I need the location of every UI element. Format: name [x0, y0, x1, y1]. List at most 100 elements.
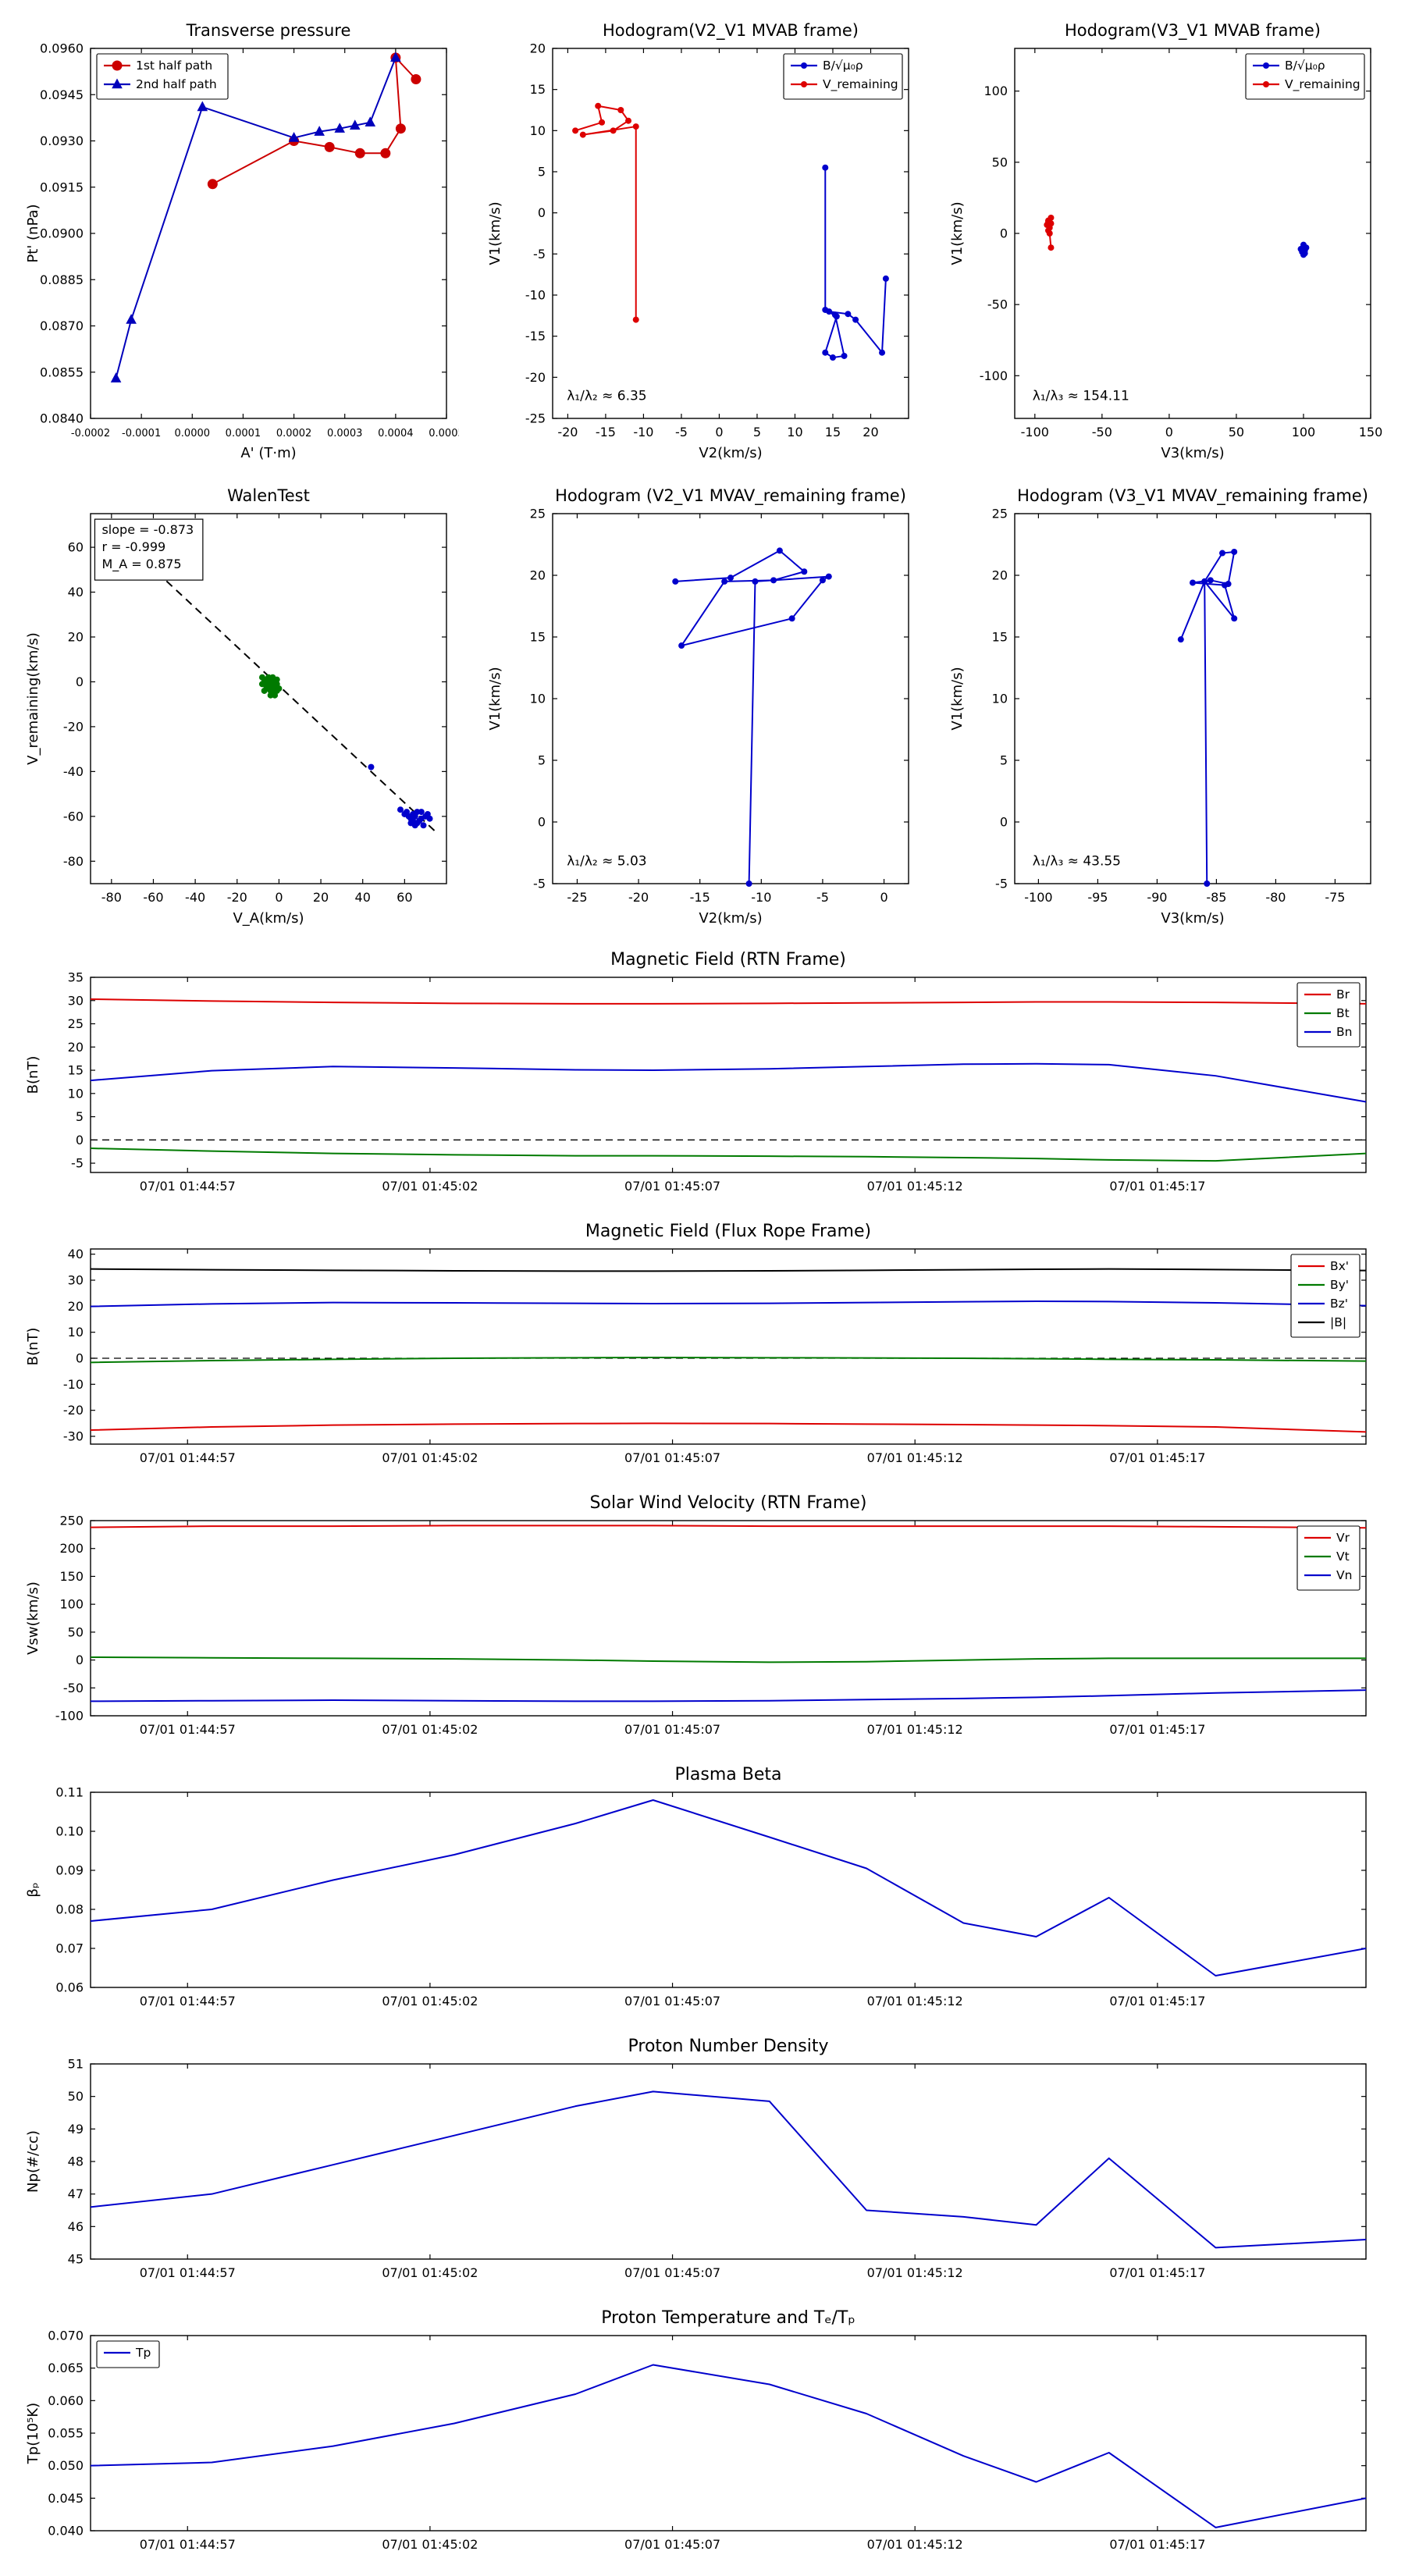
series-v-remaining: [1044, 214, 1055, 251]
y-tick-label: 0.09: [55, 1863, 84, 1878]
y-tick-label: 50: [992, 155, 1008, 169]
x-tick-label: 07/01 01:45:02: [382, 1179, 478, 1194]
x-axis-label: V3(km/s): [1161, 910, 1224, 927]
y-tick-label: 20: [68, 630, 84, 645]
y-tick-label: 47: [68, 2186, 84, 2201]
axes-frame: [1014, 513, 1371, 884]
stats-box-line: slope = -0.873: [101, 522, 194, 537]
x-tick-label: 0.0000: [175, 428, 211, 439]
x-tick-label: 07/01 01:45:12: [867, 2265, 963, 2280]
chart-magnetic-field-flux-rope: Magnetic Field (Flux Rope Frame) 07/01 01…: [22, 1215, 1383, 1480]
legend-label: B/√μ₀ρ: [823, 59, 863, 73]
y-tick-label: -5: [995, 877, 1008, 891]
chart-svg-proton-temperature: Proton Temperature and Tₑ/Tₚ 07/01 01:44:…: [25, 2308, 1367, 2552]
legend: Vr Vt Vn: [1297, 1525, 1361, 1591]
y-tick-label: 0.050: [48, 2458, 84, 2473]
x-tick-label: -40: [185, 890, 205, 905]
x-tick-label: 0: [1165, 425, 1173, 439]
x-tick-label: 5: [753, 425, 761, 439]
y-tick-label: 5: [538, 753, 546, 768]
x-tick-label: 40: [355, 890, 371, 905]
series-trajectory: [672, 547, 832, 887]
x-tick-label: 150: [1359, 425, 1383, 439]
series-bn: [90, 1062, 1367, 1103]
y-tick-label: -5: [533, 247, 546, 262]
axes-frame: [90, 977, 1367, 1173]
x-tick-label: 07/01 01:45:17: [1109, 1450, 1205, 1465]
y-tick-label: 150: [59, 1569, 84, 1584]
chart-svg-solar-wind-velocity: Solar Wind Velocity (RTN Frame) 07/01 01:…: [25, 1493, 1367, 1737]
x-axis-label: V3(km/s): [1161, 445, 1224, 461]
legend-label: Vt: [1336, 1550, 1350, 1564]
x-axis-label: V2(km/s): [699, 445, 762, 461]
legend: Br Bt Bn: [1297, 982, 1361, 1048]
x-tick-label: -80: [101, 890, 122, 905]
x-axis-label: A' (T·m): [240, 445, 296, 461]
series-2nd-half-path: [110, 52, 401, 382]
chart-solar-wind-velocity-rtn: Solar Wind Velocity (RTN Frame) 07/01 01:…: [22, 1486, 1383, 1752]
legend-label: Bx': [1330, 1259, 1349, 1273]
legend-label: |B|: [1330, 1315, 1346, 1329]
x-tick-label: 07/01 01:45:07: [624, 1994, 720, 2008]
y-tick-label: 15: [530, 82, 546, 97]
x-tick-label: 15: [825, 425, 841, 439]
chart-title: Hodogram(V2_V1 MVAB frame): [603, 21, 859, 41]
chart-title: Hodogram (V2_V1 MVAV_remaining frame): [555, 486, 906, 506]
y-tick-label: 0.0960: [40, 41, 84, 56]
y-tick-label: 51: [68, 2057, 84, 2072]
chart-title: Magnetic Field (RTN Frame): [610, 950, 846, 970]
series-br: [90, 998, 1367, 1005]
x-tick-label: -0.0001: [122, 428, 161, 439]
y-tick-label: 5: [76, 1109, 84, 1124]
y-tick-label: 20: [68, 1299, 84, 1314]
x-tick-label: 07/01 01:45:07: [624, 2265, 720, 2280]
y-tick-label: 0.0870: [40, 318, 84, 333]
chart-plasma-beta: Plasma Beta 07/01 01:44:57 07/01 01:45:02 0…: [22, 1758, 1383, 2023]
series-beta-p: [90, 1799, 1367, 1976]
x-tick-label: 0.0005: [429, 428, 459, 439]
y-tick-label: 0: [76, 674, 84, 689]
x-tick-label: 07/01 01:45:12: [867, 1179, 963, 1194]
legend-label: Tp: [135, 2346, 151, 2360]
x-tick-label: 10: [787, 425, 802, 439]
chart-title: Solar Wind Velocity (RTN Frame): [590, 1493, 867, 1513]
chart-walen-test: WalenTest -80 -60 -40 -20 0 20 40 60 -80 -60 -40 -20…: [22, 478, 459, 935]
chart-title: Proton Temperature and Tₑ/Tₚ: [601, 2308, 855, 2328]
y-tick-label: 20: [530, 568, 546, 583]
x-tick-label: 07/01 01:45:02: [382, 1994, 478, 2008]
x-tick-label: 0.0003: [327, 428, 363, 439]
chart-magnetic-field-rtn: Magnetic Field (RTN Frame) 07/01 01:44:57…: [22, 943, 1383, 1208]
chart-title: WalenTest: [227, 486, 310, 505]
axes-frame: [90, 1520, 1367, 1717]
series-vr: [90, 1525, 1367, 1529]
y-tick-label: 0.06: [55, 1980, 84, 1995]
axes-frame: [90, 48, 447, 419]
y-tick-label: 25: [992, 507, 1008, 521]
x-axis-label: V_A(km/s): [233, 910, 304, 927]
x-tick-label: 07/01 01:44:57: [140, 1179, 236, 1194]
chart-svg-proton-number-density: Proton Number Density 07/01 01:44:57 07/01…: [25, 2037, 1367, 2280]
chart-title: Plasma Beta: [675, 1765, 782, 1784]
axes-frame: [90, 1791, 1367, 1988]
hodogram-row-1: Transverse pressure -0.0002 -0.0001 0.0000 0…: [0, 12, 1405, 470]
stats-box-line: M_A = 0.875: [101, 557, 181, 572]
chart-proton-temperature: Proton Temperature and Tₑ/Tₚ 07/01 01:44:…: [22, 2301, 1383, 2567]
y-tick-label: 25: [68, 1016, 84, 1031]
y-tick-label: -5: [533, 877, 546, 891]
y-tick-label: -50: [987, 297, 1008, 312]
annotation: λ₁/λ₂ ≈ 6.35: [567, 388, 646, 404]
series-b-: [822, 164, 889, 361]
legend: Tp: [96, 2340, 160, 2368]
series-v-remaining: [572, 102, 639, 323]
x-tick-label: -20: [557, 425, 578, 439]
y-tick-label: 20: [68, 1040, 84, 1055]
x-tick-label: 100: [1292, 425, 1316, 439]
x-tick-label: -20: [628, 890, 649, 905]
y-tick-label: 0: [538, 815, 546, 830]
legend-label: V_remaining: [1285, 77, 1361, 92]
x-tick-label: 07/01 01:44:57: [140, 1994, 236, 2008]
y-axis-label: Np(#/cc): [25, 2130, 41, 2193]
x-tick-label: -95: [1087, 890, 1108, 905]
y-tick-label: 60: [68, 540, 84, 555]
legend-label: By': [1330, 1278, 1349, 1292]
